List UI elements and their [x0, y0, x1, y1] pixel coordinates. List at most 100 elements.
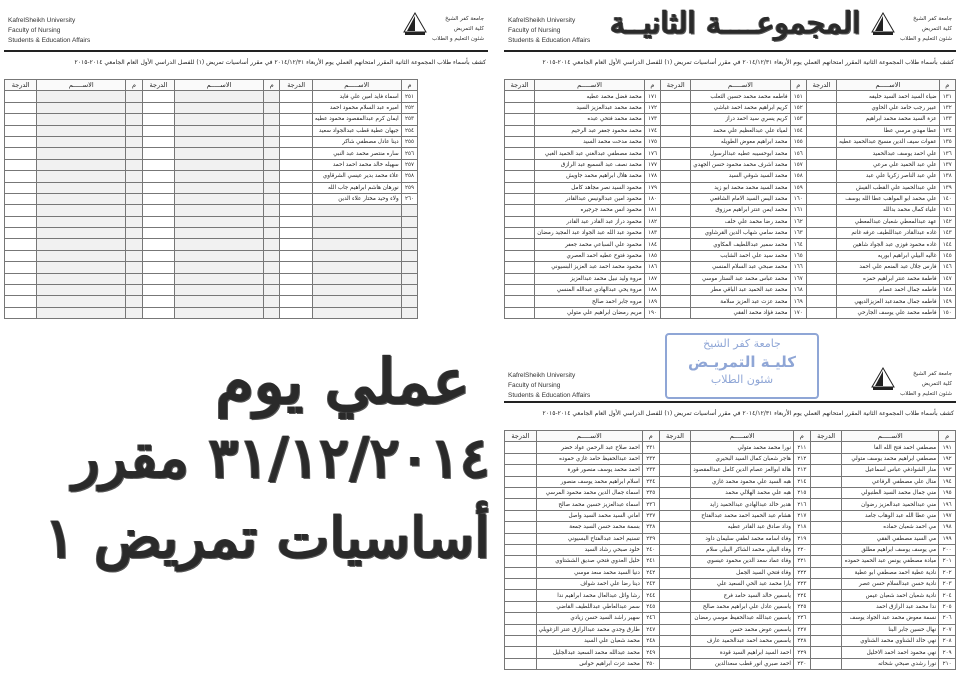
grade-cell[interactable]: [504, 566, 537, 580]
grade-cell[interactable]: [658, 464, 692, 477]
grade-cell[interactable]: [805, 272, 838, 286]
grade-cell[interactable]: [279, 147, 313, 160]
grade-cell[interactable]: [809, 543, 843, 557]
grade-cell[interactable]: [3, 101, 38, 115]
grade-cell[interactable]: [658, 475, 692, 488]
grade-cell[interactable]: [503, 90, 536, 103]
grade-cell[interactable]: [141, 238, 176, 251]
grade-cell[interactable]: [141, 215, 176, 229]
grade-cell[interactable]: [503, 284, 536, 297]
grade-cell[interactable]: [279, 227, 313, 240]
grade-cell[interactable]: [805, 192, 838, 206]
grade-cell[interactable]: [658, 441, 692, 454]
grade-cell[interactable]: [504, 657, 537, 671]
grade-cell[interactable]: [141, 90, 176, 103]
grade-cell[interactable]: [503, 181, 536, 194]
grade-cell[interactable]: [504, 509, 537, 523]
grade-cell[interactable]: [660, 215, 692, 229]
grade-cell[interactable]: [3, 192, 38, 206]
grade-cell[interactable]: [658, 452, 692, 466]
grade-cell[interactable]: [504, 612, 537, 625]
grade-cell[interactable]: [809, 486, 843, 500]
grade-cell[interactable]: [3, 135, 38, 149]
grade-cell[interactable]: [279, 90, 313, 103]
grade-cell[interactable]: [279, 124, 313, 137]
grade-cell[interactable]: [141, 113, 176, 126]
grade-cell[interactable]: [279, 158, 313, 172]
grade-cell[interactable]: [503, 227, 536, 240]
grade-cell[interactable]: [805, 170, 838, 183]
grade-cell[interactable]: [279, 170, 313, 183]
grade-cell[interactable]: [658, 486, 692, 500]
grade-cell[interactable]: [279, 135, 313, 149]
grade-cell[interactable]: [3, 272, 38, 286]
grade-cell[interactable]: [660, 181, 692, 194]
grade-cell[interactable]: [3, 158, 38, 172]
grade-cell[interactable]: [809, 475, 843, 488]
grade-cell[interactable]: [504, 498, 537, 511]
grade-cell[interactable]: [809, 612, 843, 625]
grade-cell[interactable]: [503, 113, 536, 126]
grade-cell[interactable]: [809, 600, 843, 614]
grade-cell[interactable]: [805, 306, 838, 320]
grade-cell[interactable]: [660, 158, 692, 172]
grade-cell[interactable]: [805, 284, 838, 297]
grade-cell[interactable]: [805, 90, 838, 103]
grade-cell[interactable]: [660, 284, 692, 297]
grade-cell[interactable]: [279, 306, 313, 320]
grade-cell[interactable]: [141, 158, 176, 172]
grade-cell[interactable]: [809, 532, 843, 545]
grade-cell[interactable]: [503, 101, 536, 115]
grade-cell[interactable]: [660, 124, 692, 137]
grade-cell[interactable]: [279, 204, 313, 217]
grade-cell[interactable]: [805, 158, 838, 172]
grade-cell[interactable]: [805, 204, 838, 217]
grade-cell[interactable]: [503, 135, 536, 149]
grade-cell[interactable]: [141, 284, 176, 297]
grade-cell[interactable]: [805, 181, 838, 194]
grade-cell[interactable]: [503, 215, 536, 229]
grade-cell[interactable]: [503, 295, 536, 308]
grade-cell[interactable]: [658, 543, 692, 557]
grade-cell[interactable]: [805, 124, 838, 137]
grade-cell[interactable]: [279, 261, 313, 274]
grade-cell[interactable]: [660, 272, 692, 286]
grade-cell[interactable]: [279, 192, 313, 206]
grade-cell[interactable]: [660, 227, 692, 240]
grade-cell[interactable]: [3, 249, 38, 263]
grade-cell[interactable]: [141, 295, 176, 308]
grade-cell[interactable]: [279, 215, 313, 229]
grade-cell[interactable]: [658, 578, 692, 591]
grade-cell[interactable]: [3, 181, 38, 194]
grade-cell[interactable]: [660, 306, 692, 320]
grade-cell[interactable]: [3, 90, 38, 103]
grade-cell[interactable]: [805, 227, 838, 240]
grade-cell[interactable]: [660, 170, 692, 183]
grade-cell[interactable]: [658, 521, 692, 534]
grade-cell[interactable]: [504, 441, 537, 454]
grade-cell[interactable]: [805, 249, 838, 263]
grade-cell[interactable]: [504, 600, 537, 614]
grade-cell[interactable]: [660, 204, 692, 217]
grade-cell[interactable]: [809, 441, 843, 454]
grade-cell[interactable]: [503, 192, 536, 206]
grade-cell[interactable]: [658, 657, 692, 671]
grade-cell[interactable]: [805, 147, 838, 160]
grade-cell[interactable]: [658, 566, 692, 580]
grade-cell[interactable]: [279, 249, 313, 263]
grade-cell[interactable]: [660, 238, 692, 251]
grade-cell[interactable]: [141, 101, 176, 115]
grade-cell[interactable]: [279, 181, 313, 194]
grade-cell[interactable]: [503, 124, 536, 137]
grade-cell[interactable]: [658, 646, 692, 659]
grade-cell[interactable]: [141, 306, 176, 320]
grade-cell[interactable]: [660, 147, 692, 160]
grade-cell[interactable]: [658, 635, 692, 648]
grade-cell[interactable]: [279, 295, 313, 308]
grade-cell[interactable]: [504, 543, 537, 557]
grade-cell[interactable]: [660, 113, 692, 126]
grade-cell[interactable]: [504, 578, 537, 591]
grade-cell[interactable]: [503, 261, 536, 274]
grade-cell[interactable]: [503, 204, 536, 217]
grade-cell[interactable]: [805, 113, 838, 126]
